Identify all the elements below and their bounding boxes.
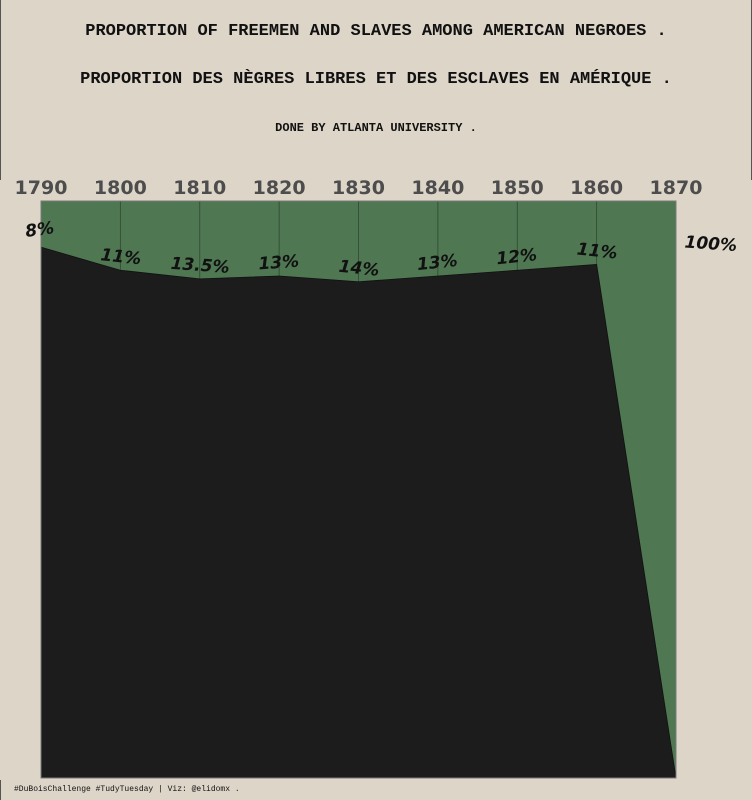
data-label-1850: 12% [495,245,538,269]
tick-label-1810: 1810 [173,177,226,199]
data-label-1800: 11% [100,245,143,269]
footer-credit: #DuBoisChallenge #TudyTuesday | Viz: @el… [14,785,240,794]
area-chart: 1790 1800 1810 1820 1830 1840 1850 1860 1870 8% 11… [15,177,738,779]
title-english: PROPORTION OF FREEMEN AND SLAVES AMONG A… [85,22,667,41]
frame-edge-left-bottom [0,780,1,800]
tick-label-1850: 1850 [491,177,544,199]
data-label-1870: 100% [684,232,738,256]
tick-label-1860: 1860 [570,177,623,199]
data-label-1860: 11% [576,239,619,263]
data-label-1810: 13.5% [170,254,230,278]
data-label-1820: 13% [258,252,300,275]
tick-label-1830: 1830 [332,177,385,199]
tick-label-1820: 1820 [253,177,306,199]
data-label-1830: 14% [338,257,381,281]
tick-label-1840: 1840 [411,177,464,199]
title-french: PROPORTION DES NÈGRES LIBRES ET DES ESCL… [80,70,672,89]
tick-label-1870: 1870 [650,177,703,199]
tick-label-1800: 1800 [94,177,147,199]
data-label-1790: 8% [24,218,55,242]
subtitle: DONE BY ATLANTA UNIVERSITY . [275,121,477,135]
tick-label-1790: 1790 [15,177,68,199]
plot-border [40,200,677,779]
frame-edge-left [0,0,1,180]
data-label-1840: 13% [416,251,459,275]
slave-area [40,246,677,779]
